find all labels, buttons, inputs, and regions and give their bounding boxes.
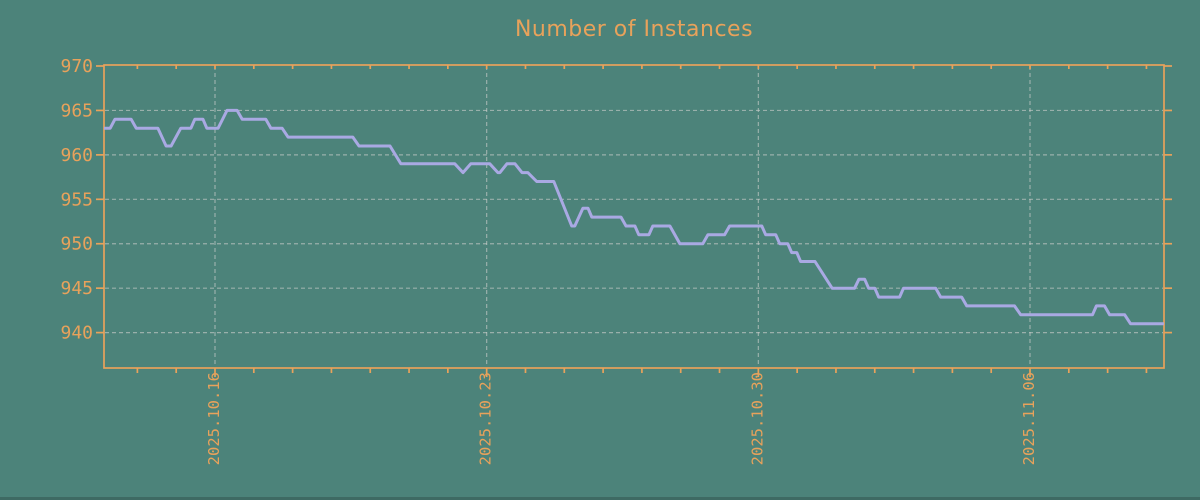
y-tick-label: 965 [60,100,93,121]
y-tick-label: 955 [60,189,93,210]
y-tick-label: 940 [60,323,93,344]
series-line [104,108,1164,326]
chart-title: Number of Instances [514,17,754,42]
x-tick-label: 2025.10.23 [477,372,495,465]
y-tick-label: 960 [60,145,93,166]
x-tick-label: 2025.11.06 [1020,372,1038,465]
y-tick-label: 970 [60,56,93,77]
x-tick-label: 2025.10.30 [748,372,766,465]
y-tick-label: 945 [60,278,93,299]
x-tick-label: 2025.10.16 [205,372,223,465]
y-tick-label: 950 [60,234,93,255]
bottom-edge-strip [0,497,1200,500]
axis-frame [103,64,1165,369]
